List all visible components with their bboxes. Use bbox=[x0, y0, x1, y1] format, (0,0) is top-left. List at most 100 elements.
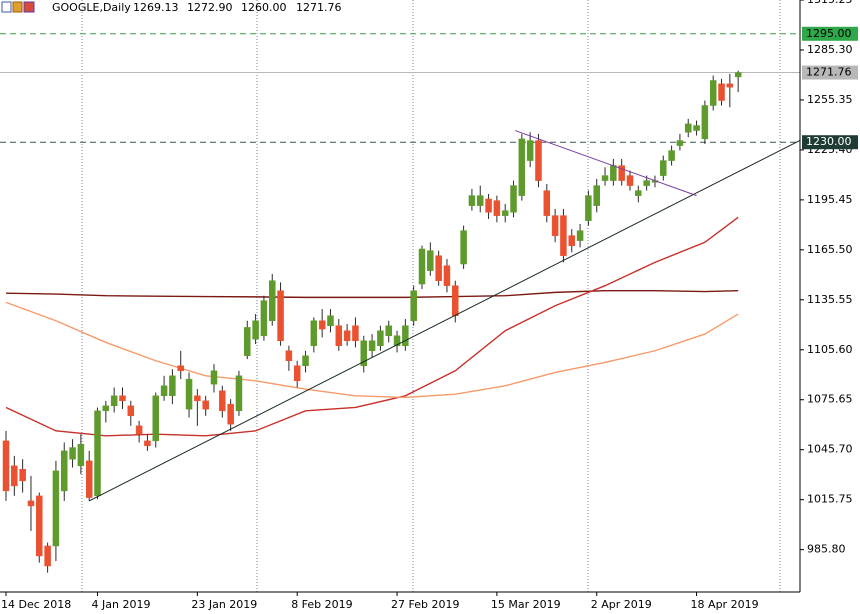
candle-body bbox=[227, 403, 234, 425]
y-tick-label: 1165.50 bbox=[807, 243, 853, 256]
x-tick-label: 2 Apr 2019 bbox=[591, 598, 652, 611]
candle-body bbox=[510, 185, 517, 213]
ohlc-open: 1269.13 bbox=[133, 1, 179, 14]
candle-body bbox=[352, 325, 359, 342]
candle-body bbox=[660, 160, 667, 176]
candle-body bbox=[152, 395, 160, 442]
candle-body bbox=[526, 140, 534, 161]
candle-body bbox=[585, 195, 592, 221]
candle-body bbox=[726, 83, 734, 88]
candle-body bbox=[560, 215, 567, 256]
candle-body bbox=[110, 395, 118, 407]
x-tick-label: 27 Feb 2019 bbox=[391, 598, 459, 611]
candle-body bbox=[476, 195, 484, 206]
candle-body bbox=[202, 400, 209, 410]
candle-body bbox=[102, 405, 110, 412]
candle-body bbox=[11, 465, 18, 487]
candle-body bbox=[576, 230, 584, 241]
ohlc-high: 1272.90 bbox=[187, 1, 233, 14]
candle-body bbox=[144, 440, 151, 447]
candle-body bbox=[368, 340, 376, 352]
candle-body bbox=[310, 320, 318, 347]
candle-body bbox=[635, 190, 642, 196]
candle-body bbox=[244, 327, 251, 357]
candle-body bbox=[135, 425, 143, 435]
ohlc-low: 1260.00 bbox=[241, 1, 287, 14]
candle-body bbox=[427, 250, 434, 271]
candle-body bbox=[268, 280, 276, 321]
candle-body bbox=[119, 395, 126, 402]
candle-body bbox=[551, 215, 559, 236]
candle-body bbox=[468, 195, 476, 206]
candle-body bbox=[518, 138, 526, 196]
candle-body bbox=[493, 200, 501, 216]
x-tick-label: 15 Mar 2019 bbox=[491, 598, 561, 611]
candle-body bbox=[335, 325, 343, 347]
candle-body bbox=[360, 340, 368, 367]
candle-body bbox=[668, 150, 675, 161]
candle-body bbox=[452, 285, 459, 316]
candle-body bbox=[377, 330, 384, 347]
candle-body bbox=[194, 395, 201, 402]
candle-body bbox=[94, 410, 101, 497]
y-tick-label: 985.80 bbox=[807, 543, 846, 556]
candle-body bbox=[718, 83, 725, 101]
candle-body bbox=[160, 385, 168, 397]
price-level-label: 1295.00 bbox=[806, 27, 852, 40]
x-tick-label: 4 Jan 2019 bbox=[92, 598, 151, 611]
candle-body bbox=[293, 365, 301, 382]
y-tick-label: 1195.45 bbox=[807, 193, 853, 206]
candle-body bbox=[177, 365, 184, 372]
icon bbox=[1, 1, 12, 13]
candle-body bbox=[402, 325, 409, 347]
moving-average bbox=[5, 301, 739, 399]
candle-body bbox=[684, 123, 692, 133]
candle-body bbox=[460, 230, 467, 265]
price-level-label: 1271.76 bbox=[806, 66, 852, 79]
candle-body bbox=[618, 165, 625, 181]
candle-body bbox=[601, 175, 609, 181]
candle-body bbox=[85, 460, 93, 498]
candle-body bbox=[343, 330, 351, 342]
candle-body bbox=[501, 210, 509, 216]
candle-body bbox=[709, 80, 717, 106]
candle-body bbox=[219, 390, 226, 412]
symbol: GOOGLE,Daily bbox=[52, 1, 131, 14]
candle-body bbox=[693, 125, 700, 131]
candle-body bbox=[593, 185, 600, 206]
candle-body bbox=[127, 405, 135, 417]
candle-body bbox=[60, 450, 68, 492]
moving-average bbox=[5, 290, 739, 299]
candle-body bbox=[410, 290, 417, 321]
x-tick-label: 8 Feb 2019 bbox=[291, 598, 352, 611]
x-tick-label: 14 Dec 2018 bbox=[1, 598, 71, 611]
candle-body bbox=[610, 165, 617, 181]
ohlc-close: 1271.76 bbox=[296, 1, 342, 14]
y-tick-label: 1105.60 bbox=[807, 343, 853, 356]
candle-body bbox=[385, 325, 392, 336]
trendline bbox=[515, 130, 697, 197]
candle-body bbox=[185, 378, 193, 410]
candle-body bbox=[277, 290, 284, 342]
y-tick-label: 1045.70 bbox=[807, 443, 853, 456]
candle-body bbox=[77, 443, 85, 467]
candle-body bbox=[69, 447, 76, 460]
candle-body bbox=[27, 500, 35, 507]
candle-body bbox=[443, 265, 451, 286]
y-tick-label: 1255.35 bbox=[807, 93, 853, 106]
candle-body bbox=[318, 320, 326, 330]
y-tick-label: 1015.75 bbox=[807, 493, 853, 506]
candle-body bbox=[19, 468, 26, 482]
candle-body bbox=[626, 175, 634, 186]
candle-body bbox=[302, 355, 309, 367]
candle-body bbox=[643, 180, 650, 186]
trendline bbox=[88, 140, 800, 502]
header: GOOGLE,Daily 1269.13 1272.90 1260.00 127… bbox=[1, 1, 342, 14]
y-tick-label: 1135.55 bbox=[807, 293, 853, 306]
y-tick-label: 1075.65 bbox=[807, 393, 853, 406]
plot bbox=[0, 33, 800, 573]
price-level-label: 1230.00 bbox=[806, 135, 852, 148]
